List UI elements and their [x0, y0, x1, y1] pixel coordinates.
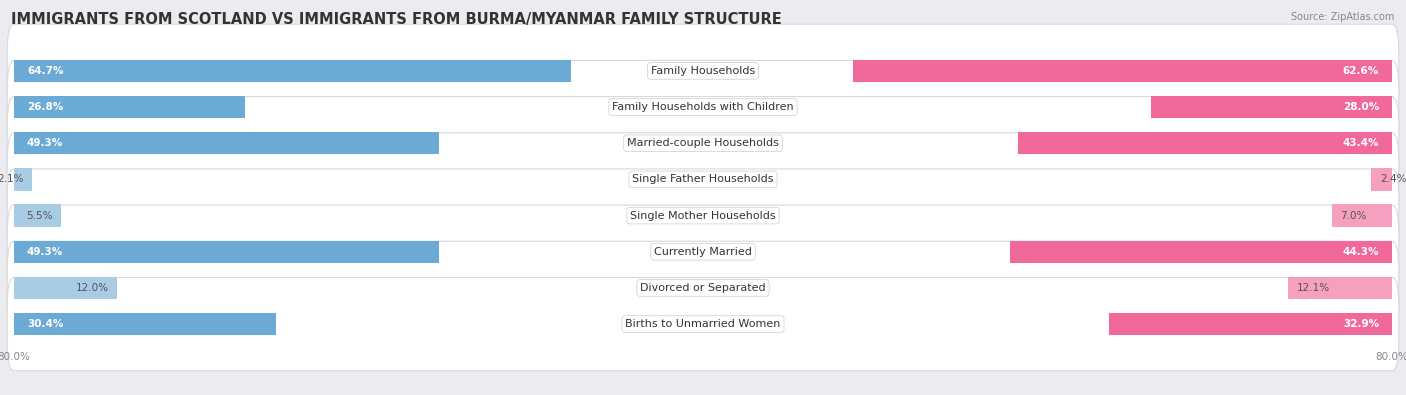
Text: 49.3%: 49.3% [27, 247, 63, 257]
Bar [14, 277, 117, 299]
Text: Family Households: Family Households [651, 66, 755, 76]
Text: Single Father Households: Single Father Households [633, 175, 773, 184]
Bar [1371, 168, 1392, 191]
FancyBboxPatch shape [7, 24, 1399, 118]
FancyBboxPatch shape [7, 60, 1399, 154]
Text: 49.3%: 49.3% [27, 138, 63, 148]
Text: 2.1%: 2.1% [0, 175, 24, 184]
Text: 2.4%: 2.4% [1379, 175, 1406, 184]
FancyBboxPatch shape [7, 205, 1399, 298]
Text: 28.0%: 28.0% [1343, 102, 1379, 112]
Text: Births to Unmarried Women: Births to Unmarried Women [626, 319, 780, 329]
FancyBboxPatch shape [7, 133, 1399, 226]
Bar [14, 60, 571, 82]
Bar [14, 313, 276, 335]
Text: IMMIGRANTS FROM SCOTLAND VS IMMIGRANTS FROM BURMA/MYANMAR FAMILY STRUCTURE: IMMIGRANTS FROM SCOTLAND VS IMMIGRANTS F… [11, 12, 782, 27]
FancyBboxPatch shape [7, 277, 1399, 371]
Text: 43.4%: 43.4% [1343, 138, 1379, 148]
Bar [1011, 241, 1392, 263]
Bar [14, 168, 32, 191]
Bar [1152, 96, 1392, 118]
Text: 5.5%: 5.5% [27, 211, 53, 220]
Text: 12.1%: 12.1% [1296, 283, 1330, 293]
Text: 7.0%: 7.0% [1340, 211, 1367, 220]
Bar [1288, 277, 1392, 299]
FancyBboxPatch shape [7, 97, 1399, 190]
Text: 44.3%: 44.3% [1343, 247, 1379, 257]
Text: 26.8%: 26.8% [27, 102, 63, 112]
Bar [14, 96, 245, 118]
Text: Divorced or Separated: Divorced or Separated [640, 283, 766, 293]
Text: 30.4%: 30.4% [27, 319, 63, 329]
Text: 62.6%: 62.6% [1343, 66, 1379, 76]
FancyBboxPatch shape [7, 169, 1399, 262]
Text: Currently Married: Currently Married [654, 247, 752, 257]
Text: 32.9%: 32.9% [1343, 319, 1379, 329]
Text: Family Households with Children: Family Households with Children [612, 102, 794, 112]
Text: 64.7%: 64.7% [27, 66, 63, 76]
Text: Married-couple Households: Married-couple Households [627, 138, 779, 148]
Bar [1018, 132, 1392, 154]
Text: Single Mother Households: Single Mother Households [630, 211, 776, 220]
FancyBboxPatch shape [7, 241, 1399, 335]
Text: Source: ZipAtlas.com: Source: ZipAtlas.com [1291, 12, 1395, 22]
Bar [1331, 204, 1392, 227]
Bar [14, 204, 62, 227]
Bar [1108, 313, 1392, 335]
Bar [14, 241, 439, 263]
Bar [14, 132, 439, 154]
Text: 12.0%: 12.0% [76, 283, 108, 293]
Bar [853, 60, 1392, 82]
